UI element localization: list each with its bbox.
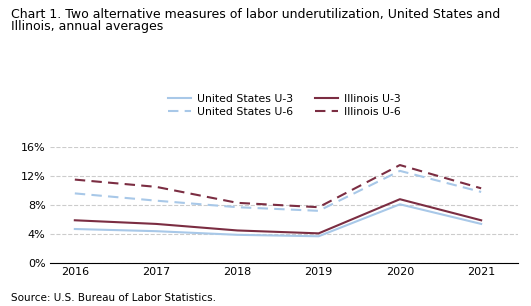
Text: Illinois, annual averages: Illinois, annual averages <box>11 20 163 33</box>
Text: Chart 1. Two alternative measures of labor underutilization, United States and: Chart 1. Two alternative measures of lab… <box>11 8 500 21</box>
Legend: United States U-3, United States U-6, Illinois U-3, Illinois U-6: United States U-3, United States U-6, Il… <box>165 92 403 119</box>
Text: Source: U.S. Bureau of Labor Statistics.: Source: U.S. Bureau of Labor Statistics. <box>11 293 216 303</box>
